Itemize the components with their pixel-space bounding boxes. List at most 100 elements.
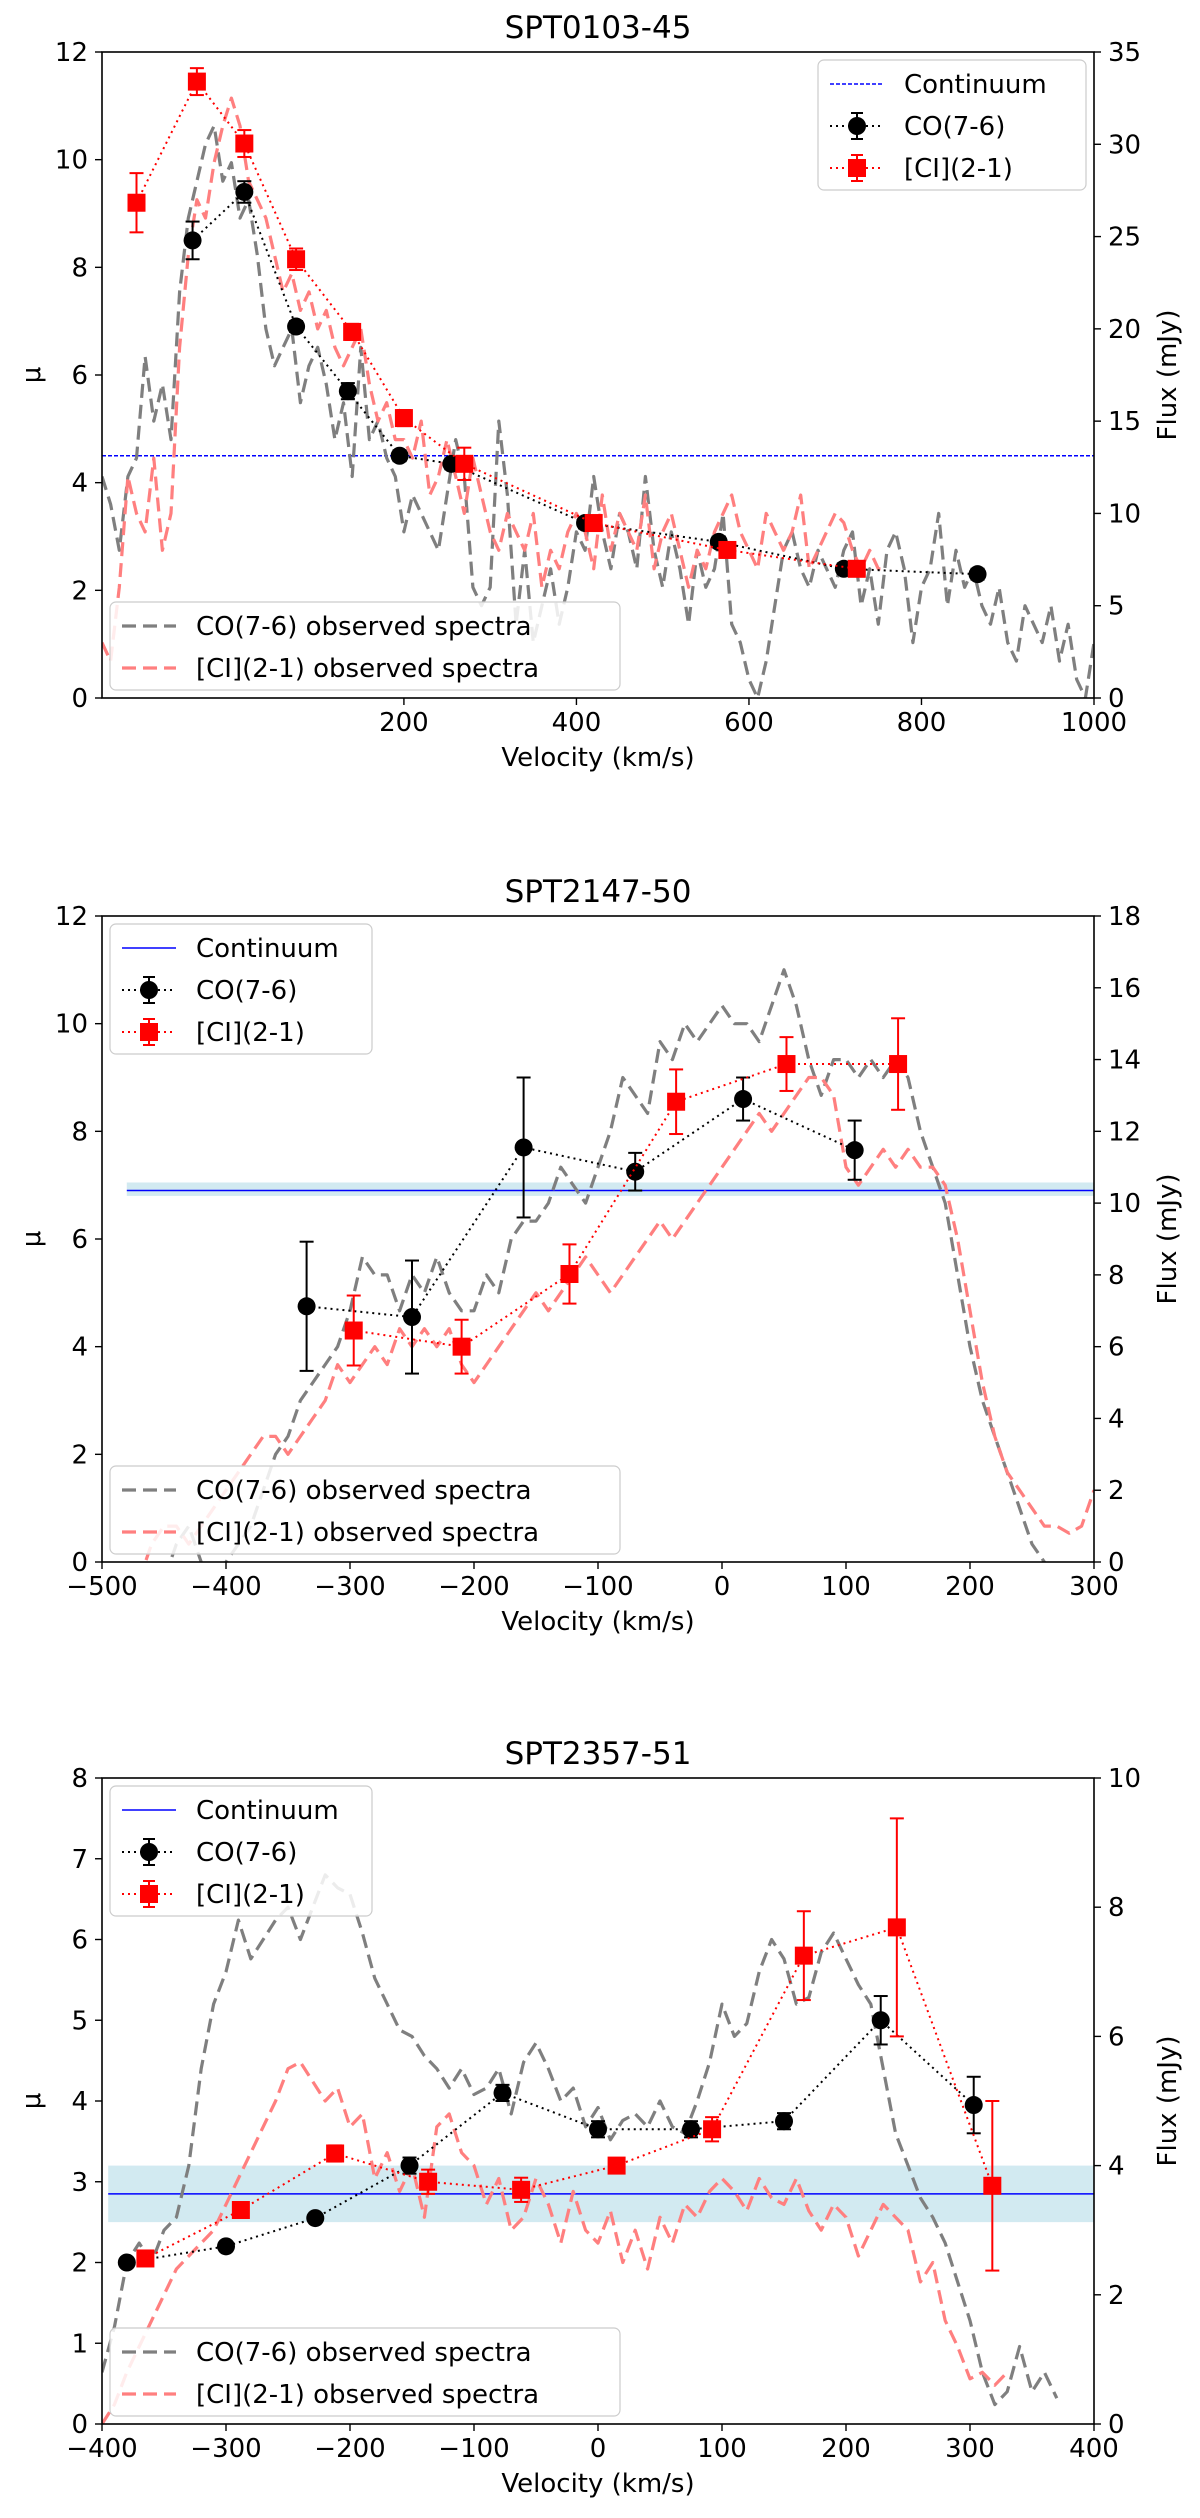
y2-tick-label: 2 (1108, 1476, 1125, 1506)
y2-tick-label: 25 (1108, 223, 1141, 253)
co76-point (117, 2253, 136, 2272)
legend-label: CO(7-6) observed spectra (196, 2338, 532, 2368)
y-axis-title: μ (17, 1231, 47, 1248)
legend-bottom: CO(7-6) observed spectra [CI](2-1) observ… (109, 1465, 621, 1555)
y-tick-label: 2 (71, 1440, 88, 1470)
co76-point (734, 1090, 753, 1109)
y-tick-label: 4 (71, 2087, 88, 2117)
panel-spt2147-50: −500 −400 −300 −200 −100 0 100 200 3000246810120… (17, 874, 1183, 1637)
legend-top: Continuum CO(7-6) [CI](2-1) (817, 59, 1087, 191)
y2-tick-label: 0 (1108, 2410, 1125, 2440)
co76-point (183, 231, 202, 250)
legend-label: CO(7-6) (196, 1838, 297, 1868)
co76-point (297, 1297, 316, 1316)
y-tick-label: 7 (71, 1845, 88, 1875)
ci21-point (235, 134, 254, 153)
ci21-spectrum-line (143, 1075, 1094, 1562)
y2-tick-label: 2 (1108, 2281, 1125, 2311)
y-tick-label: 10 (55, 146, 88, 176)
panel-title: SPT0103-45 (505, 10, 692, 46)
x-tick-label: 300 (945, 2434, 995, 2464)
legend-bottom: CO(7-6) observed spectra [CI](2-1) observ… (109, 2327, 621, 2417)
x-tick-label: 200 (821, 2434, 871, 2464)
legend-label: [CI](2-1) observed spectra (196, 654, 539, 684)
x-tick-label: −100 (562, 1572, 633, 1602)
continuum-band (126, 1182, 1094, 1196)
ci21-point (136, 2249, 155, 2268)
y-tick-label: 10 (55, 1010, 88, 1040)
co76-point (589, 2120, 607, 2139)
co76-point (871, 2011, 890, 2030)
x-tick-label: 300 (1069, 1572, 1119, 1602)
y-axis-title: μ (17, 367, 47, 384)
y-tick-label: 2 (71, 576, 88, 606)
y2-axis-title: Flux (mJy) (1153, 310, 1183, 441)
ci21-point (231, 2201, 250, 2220)
x-axis-title: Velocity (km/s) (501, 2469, 694, 2499)
legend-ci21-marker (140, 1023, 158, 1041)
y2-tick-label: 12 (1108, 1117, 1141, 1147)
y-tick-label: 8 (71, 1117, 88, 1147)
co76-spectrum-line (149, 968, 1047, 1562)
y2-tick-label: 16 (1108, 974, 1141, 1004)
y2-tick-label: 5 (1108, 592, 1125, 622)
y2-tick-label: 18 (1108, 902, 1141, 932)
ci21-point (287, 250, 306, 269)
ci21-point (344, 1321, 363, 1340)
x-tick-label: −300 (190, 2434, 261, 2464)
co76-point (390, 446, 409, 465)
y2-tick-label: 0 (1108, 684, 1125, 714)
y2-tick-label: 8 (1108, 1261, 1125, 1291)
plot-area (126, 968, 1094, 1562)
ci21-point (794, 1946, 813, 1965)
legend-top: Continuum CO(7-6) [CI](2-1) (109, 923, 373, 1055)
ci21-point (455, 454, 474, 473)
co76-point (968, 565, 987, 584)
legend-label: [CI](2-1) (196, 1018, 305, 1048)
x-tick-label: 800 (897, 708, 947, 738)
ci21-point (983, 2176, 1002, 2195)
ci21-spectrum-line (102, 2060, 1009, 2424)
co76-point (493, 2083, 512, 2102)
y-tick-label: 0 (71, 684, 88, 714)
y-tick-label: 8 (71, 1764, 88, 1794)
co76-point (845, 1141, 864, 1160)
legend-top: Continuum CO(7-6) [CI](2-1) (109, 1785, 373, 1917)
y-tick-label: 3 (71, 2168, 88, 2198)
x-tick-label: 200 (379, 708, 429, 738)
y-tick-label: 6 (71, 361, 88, 391)
y-tick-label: 12 (55, 902, 88, 932)
co76-point (964, 2096, 983, 2115)
ci21-point (452, 1337, 471, 1356)
ci21-connector-line (353, 1063, 899, 1348)
co76-point (403, 1308, 421, 1327)
co76-connector-line (306, 1097, 856, 1319)
ci21-point (419, 2172, 438, 2191)
legend-label: CO(7-6) observed spectra (196, 612, 532, 642)
legend-label: [CI](2-1) observed spectra (196, 2380, 539, 2410)
ci21-point (584, 514, 603, 533)
panel-spt0103-45: 200 400 600 800 100002468101205101520253035S… (17, 10, 1183, 773)
co76-point (400, 2156, 419, 2175)
legend-label: [CI](2-1) observed spectra (196, 1518, 539, 1548)
x-tick-label: 400 (552, 708, 602, 738)
y-tick-label: 0 (71, 1548, 88, 1578)
y-tick-label: 2 (71, 2249, 88, 2279)
x-tick-label: −300 (314, 1572, 385, 1602)
legend-frame (817, 59, 1087, 191)
legend-frame (109, 2327, 621, 2417)
ci21-point (847, 559, 866, 578)
co76-connector-line (126, 2018, 975, 2264)
plot-area (102, 67, 1094, 698)
y2-tick-label: 4 (1108, 2152, 1125, 2182)
x-tick-label: −400 (66, 2434, 137, 2464)
co76-point (626, 1162, 645, 1181)
legend-frame (109, 1785, 373, 1917)
y2-tick-label: 0 (1108, 1548, 1125, 1578)
x-tick-label: 100 (697, 2434, 747, 2464)
plot-area (102, 1817, 1094, 2424)
y2-tick-label: 10 (1108, 499, 1141, 529)
y2-tick-label: 10 (1108, 1189, 1141, 1219)
ci21-point (326, 2144, 345, 2163)
y2-tick-label: 15 (1108, 407, 1141, 437)
